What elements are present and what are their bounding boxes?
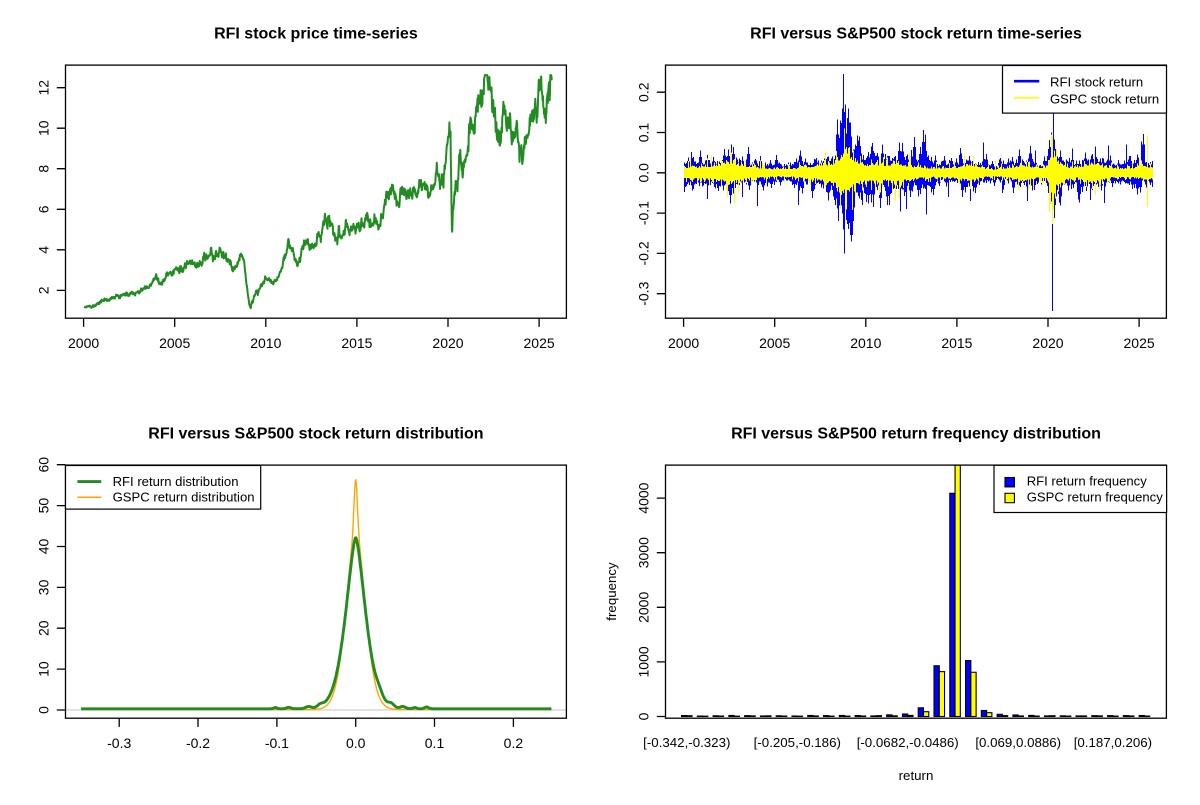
svg-text:2005: 2005 <box>759 335 790 351</box>
svg-text:6: 6 <box>36 205 52 213</box>
svg-text:2005: 2005 <box>159 335 190 351</box>
svg-text:10: 10 <box>36 120 52 136</box>
svg-text:GSPC return distribution: GSPC return distribution <box>113 490 255 505</box>
svg-text:-0.3: -0.3 <box>107 735 131 751</box>
svg-text:12: 12 <box>36 80 52 96</box>
svg-text:10: 10 <box>36 661 52 677</box>
svg-text:-0.2: -0.2 <box>636 241 652 265</box>
svg-text:[0.187,0.206): [0.187,0.206) <box>1074 735 1152 750</box>
svg-text:RFI return distribution: RFI return distribution <box>113 474 239 489</box>
svg-text:RFI stock price time-series: RFI stock price time-series <box>214 26 418 43</box>
svg-text:20: 20 <box>36 620 52 636</box>
svg-text:-0.2: -0.2 <box>186 735 210 751</box>
svg-text:-0.1: -0.1 <box>636 201 652 225</box>
svg-text:2025: 2025 <box>1124 335 1155 351</box>
svg-text:0.2: 0.2 <box>636 82 652 102</box>
svg-text:RFI versus S&P500 stock return: RFI versus S&P500 stock return time-seri… <box>750 26 1082 43</box>
svg-text:4: 4 <box>36 246 52 254</box>
svg-text:-0.1: -0.1 <box>265 735 289 751</box>
svg-text:2000: 2000 <box>68 335 99 351</box>
svg-text:0: 0 <box>636 712 652 720</box>
svg-text:RFI stock return: RFI stock return <box>1050 75 1143 90</box>
svg-text:2015: 2015 <box>341 335 372 351</box>
svg-text:2000: 2000 <box>668 335 699 351</box>
svg-text:60: 60 <box>36 457 52 473</box>
svg-text:2010: 2010 <box>250 335 281 351</box>
svg-text:0.0: 0.0 <box>346 735 366 751</box>
svg-text:RFI versus S&P500 stock return: RFI versus S&P500 stock return distribut… <box>148 426 483 443</box>
svg-text:50: 50 <box>36 498 52 514</box>
svg-text:RFI return frequency: RFI return frequency <box>1027 474 1148 489</box>
svg-text:2020: 2020 <box>1032 335 1063 351</box>
svg-text:30: 30 <box>36 579 52 595</box>
svg-text:0.0: 0.0 <box>636 163 652 183</box>
svg-text:GSPC stock return: GSPC stock return <box>1050 91 1159 106</box>
svg-text:return: return <box>899 768 934 783</box>
svg-text:1000: 1000 <box>636 646 652 677</box>
svg-text:8: 8 <box>36 165 52 173</box>
svg-text:2: 2 <box>36 286 52 294</box>
svg-text:2015: 2015 <box>941 335 972 351</box>
svg-text:GSPC return frequency: GSPC return frequency <box>1027 490 1164 505</box>
svg-text:0.2: 0.2 <box>504 735 524 751</box>
svg-text:0.1: 0.1 <box>636 123 652 143</box>
svg-text:frequency: frequency <box>604 562 619 621</box>
svg-text:40: 40 <box>36 539 52 555</box>
svg-text:0: 0 <box>36 706 52 714</box>
svg-text:2025: 2025 <box>524 335 555 351</box>
svg-text:[0.069,0.0886): [0.069,0.0886) <box>975 735 1061 750</box>
svg-text:2010: 2010 <box>850 335 881 351</box>
svg-text:3000: 3000 <box>636 537 652 568</box>
svg-text:[-0.205,-0.186): [-0.205,-0.186) <box>754 735 841 750</box>
svg-text:2000: 2000 <box>636 592 652 623</box>
svg-text:[-0.342,-0.323): [-0.342,-0.323) <box>643 735 730 750</box>
svg-text:4000: 4000 <box>636 482 652 513</box>
svg-text:0.1: 0.1 <box>425 735 445 751</box>
svg-text:-0.3: -0.3 <box>636 281 652 305</box>
svg-text:2020: 2020 <box>432 335 463 351</box>
svg-text:RFI versus S&P500 return frequ: RFI versus S&P500 return frequency distr… <box>731 426 1101 443</box>
svg-text:[-0.0682,-0.0486): [-0.0682,-0.0486) <box>857 735 959 750</box>
